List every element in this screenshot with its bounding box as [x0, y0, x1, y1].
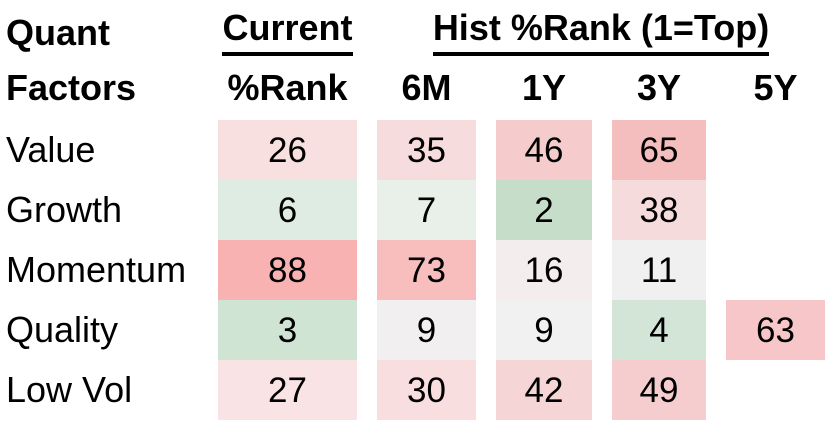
cell-growth-current: 6	[218, 180, 357, 240]
column-header-current-rank: %Rank	[227, 67, 348, 108]
cell-quality-current: 3	[218, 300, 357, 360]
cell-quality-5y: 63	[726, 300, 825, 360]
cell-value-current: 26	[218, 120, 357, 180]
cell-value-1y: 46	[496, 120, 592, 180]
cell-low-vol-6m: 30	[377, 360, 476, 420]
cell-value-5y	[726, 120, 825, 180]
column-header-5y: 5Y	[753, 67, 798, 108]
cell-momentum-3y: 11	[612, 240, 706, 300]
cell-momentum-current: 88	[218, 240, 357, 300]
column-group-hist: Hist %Rank (1=Top)	[377, 6, 825, 56]
cell-momentum-6m: 73	[377, 240, 476, 300]
column-group-hist-label: Hist %Rank (1=Top)	[432, 7, 770, 56]
cell-value-6m: 35	[377, 120, 476, 180]
cell-low-vol-3y: 49	[612, 360, 706, 420]
cell-momentum-1y: 16	[496, 240, 592, 300]
cell-growth-3y: 38	[612, 180, 706, 240]
cell-growth-5y	[726, 180, 825, 240]
cell-quality-3y: 4	[612, 300, 706, 360]
table-title-line2: Factors	[6, 67, 137, 108]
cell-momentum-5y	[726, 240, 825, 300]
row-label-growth: Growth	[6, 189, 123, 230]
column-header-3y: 3Y	[636, 67, 682, 108]
cell-growth-6m: 7	[377, 180, 476, 240]
cell-low-vol-current: 27	[218, 360, 357, 420]
column-group-current: Current	[218, 6, 357, 56]
row-label-low-vol: Low Vol	[6, 369, 133, 410]
cell-quality-1y: 9	[496, 300, 592, 360]
row-label-value: Value	[6, 129, 96, 170]
cell-low-vol-1y: 42	[496, 360, 592, 420]
cell-growth-1y: 2	[496, 180, 592, 240]
column-group-current-label: Current	[222, 7, 353, 56]
column-header-6m: 6M	[401, 67, 452, 108]
column-header-1y: 1Y	[521, 67, 567, 108]
row-label-quality: Quality	[6, 309, 119, 350]
row-label-momentum: Momentum	[6, 249, 187, 290]
cell-low-vol-5y	[726, 360, 825, 420]
table-title-line1: Quant	[6, 12, 110, 53]
cell-value-3y: 65	[612, 120, 706, 180]
heatmap-grid: Quant Current Hist %Rank (1=Top) Factors…	[6, 6, 826, 420]
cell-quality-6m: 9	[377, 300, 476, 360]
